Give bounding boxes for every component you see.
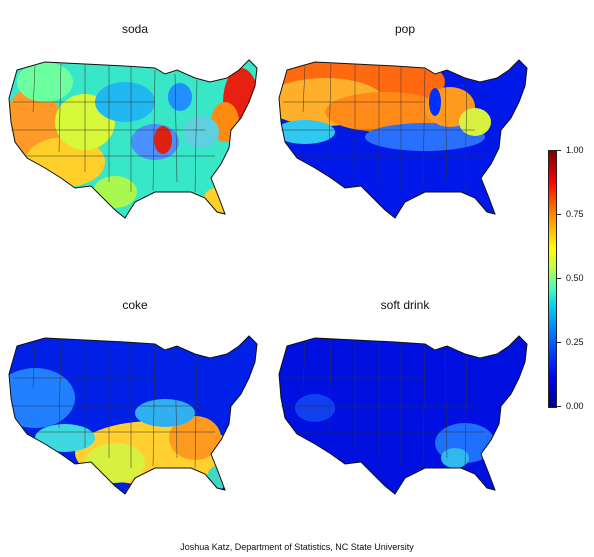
color-scale-tick: [556, 278, 561, 279]
color-scale-tick-label: 1.00: [566, 145, 584, 155]
color-scale-tick: [556, 150, 561, 151]
color-scale-tick: [556, 342, 561, 343]
color-scale-tick: [556, 214, 561, 215]
color-scale-tick-label: 0.00: [566, 401, 584, 411]
color-scale-tick-label: 0.25: [566, 337, 584, 347]
map-soda: [8, 59, 258, 219]
author-credit: Joshua Katz, Department of Statistics, N…: [180, 542, 414, 552]
map-pop: [278, 59, 528, 219]
map-soft-drink: [278, 335, 528, 495]
panel-title-coke: coke: [122, 298, 148, 312]
panel-title-pop: pop: [394, 22, 416, 36]
panel-title-soft-drink: soft drink: [380, 298, 430, 312]
color-scale-tick-label: 0.50: [566, 273, 584, 283]
map-coke: [8, 335, 258, 495]
color-scale-tick: [556, 406, 561, 407]
panel-title-soda: soda: [121, 22, 149, 36]
color-scale-tick-label: 0.75: [566, 209, 584, 219]
color-scale-bar: [548, 150, 557, 408]
